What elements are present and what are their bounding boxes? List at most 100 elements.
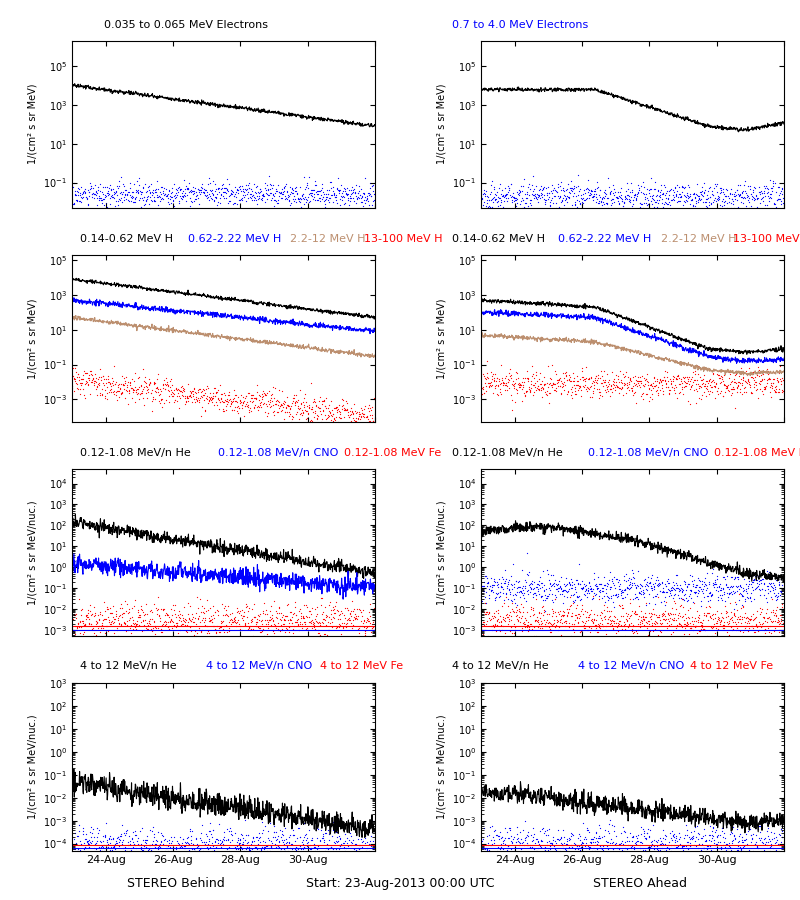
Point xyxy=(741,609,754,624)
Point xyxy=(538,180,550,194)
Point xyxy=(653,609,666,624)
Point xyxy=(705,380,718,394)
Point xyxy=(525,202,538,216)
Point xyxy=(683,601,696,616)
Point xyxy=(149,850,162,864)
Point xyxy=(679,827,692,842)
Point xyxy=(759,583,772,598)
Point xyxy=(550,581,563,596)
Point xyxy=(522,619,535,634)
Point xyxy=(597,197,610,211)
Point xyxy=(355,406,368,420)
Point xyxy=(168,830,181,844)
Point xyxy=(616,842,629,857)
Point xyxy=(717,571,730,585)
Point xyxy=(78,366,91,381)
Point xyxy=(84,179,97,194)
Point xyxy=(102,624,114,638)
Point xyxy=(78,625,90,639)
Point xyxy=(777,383,790,398)
Point xyxy=(244,400,257,415)
Point xyxy=(134,199,147,213)
Point xyxy=(110,178,123,193)
Point xyxy=(502,582,515,597)
Point xyxy=(208,194,221,209)
Point xyxy=(525,374,538,388)
Point xyxy=(276,186,289,201)
Point xyxy=(145,603,158,617)
Point xyxy=(200,392,213,406)
Point xyxy=(522,838,534,852)
Point xyxy=(100,376,113,391)
Point xyxy=(201,626,214,640)
Point xyxy=(199,827,212,842)
Point xyxy=(588,578,601,592)
Point xyxy=(768,581,781,596)
Point xyxy=(231,185,244,200)
Point xyxy=(482,589,495,603)
Point xyxy=(686,832,698,846)
Point xyxy=(590,582,603,597)
Point xyxy=(218,184,231,199)
Point xyxy=(673,583,686,598)
Point xyxy=(537,188,550,202)
Point xyxy=(748,848,761,862)
Point xyxy=(582,825,595,840)
Point xyxy=(514,835,526,850)
Point xyxy=(686,370,698,384)
Point xyxy=(582,372,595,386)
Point xyxy=(306,615,319,629)
Point xyxy=(300,411,313,426)
Point xyxy=(112,380,125,394)
Point xyxy=(186,184,199,198)
Point xyxy=(160,837,173,851)
Point xyxy=(708,616,721,631)
Point xyxy=(94,373,107,387)
Point xyxy=(285,848,298,862)
Point xyxy=(672,606,685,620)
Point xyxy=(96,829,109,843)
Point xyxy=(723,187,736,202)
Point xyxy=(482,375,495,390)
Point xyxy=(323,409,336,423)
Point xyxy=(600,581,613,596)
Point xyxy=(611,616,624,630)
Point xyxy=(330,193,342,207)
Point xyxy=(492,580,505,594)
Point xyxy=(772,180,785,194)
Point xyxy=(100,618,113,633)
Point xyxy=(694,850,706,865)
Point xyxy=(356,835,369,850)
Point xyxy=(492,612,505,626)
Point xyxy=(596,373,609,387)
Point xyxy=(546,607,559,621)
Point xyxy=(143,377,156,392)
Point xyxy=(191,612,204,626)
Point xyxy=(70,370,83,384)
Point xyxy=(743,613,756,627)
Point xyxy=(723,856,736,870)
Point xyxy=(580,371,593,385)
Point xyxy=(274,184,287,199)
Point xyxy=(195,841,208,855)
Point xyxy=(729,188,742,202)
Point xyxy=(712,368,725,382)
Point xyxy=(182,377,194,392)
Point xyxy=(515,608,528,623)
Point xyxy=(182,838,195,852)
Point xyxy=(678,187,690,202)
Point xyxy=(154,384,167,399)
Point xyxy=(735,612,748,626)
Point xyxy=(270,195,283,210)
Point xyxy=(620,612,633,626)
Point xyxy=(728,847,741,861)
Point xyxy=(184,191,197,205)
Point xyxy=(724,843,737,858)
Point xyxy=(503,614,516,628)
Point xyxy=(585,835,598,850)
Point xyxy=(723,580,736,594)
Point xyxy=(569,197,582,211)
Point xyxy=(638,371,650,385)
Point xyxy=(605,590,618,605)
Point xyxy=(539,582,552,597)
